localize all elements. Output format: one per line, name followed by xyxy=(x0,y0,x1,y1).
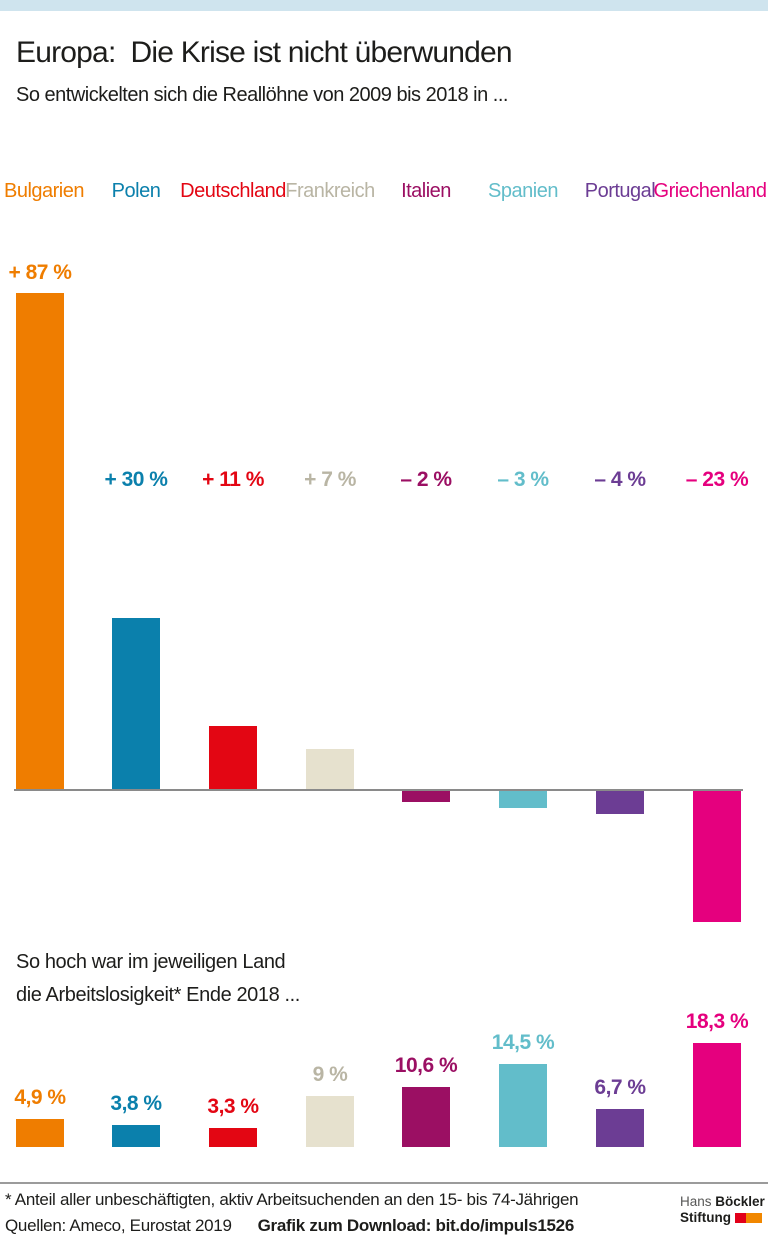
country-label-bulgarien: Bulgarien xyxy=(3,180,85,202)
logo-line1: Hans Böckler xyxy=(680,1194,765,1210)
country-label-portugal: Portugal xyxy=(584,180,656,202)
logo-red-square-icon xyxy=(734,1213,746,1224)
unemployment-value-portugal: 6,7 % xyxy=(594,1076,646,1099)
hans-boeckler-stiftung-logo: Hans Böckler Stiftung xyxy=(680,1194,765,1226)
wage-bar-frankreich xyxy=(306,749,354,789)
country-label-frankreich: Frankreich xyxy=(285,180,375,202)
unemployment-value-frankreich: 9 % xyxy=(312,1063,348,1086)
unemployment-bar-frankreich xyxy=(306,1096,354,1147)
wage-value-bulgarien: + 87 % xyxy=(8,261,72,284)
wage-bar-spanien xyxy=(499,791,547,808)
wage-bar-polen xyxy=(112,618,160,789)
logo-boeckler: Böckler xyxy=(715,1194,765,1209)
country-label-spanien: Spanien xyxy=(488,180,558,202)
unemployment-title-line1: So hoch war im jeweiligen Land xyxy=(16,951,286,973)
logo-line2: Stiftung xyxy=(680,1210,765,1226)
sources-text: Quellen: Ameco, Eurostat 2019 xyxy=(5,1216,232,1235)
wage-bar-italien xyxy=(402,791,450,802)
download-link-text: Grafik zum Download: bit.do/impuls1526 xyxy=(257,1216,575,1235)
page-title: Europa: Die Krise ist nicht überwunden xyxy=(16,36,513,69)
footnote: * Anteil aller unbeschäftigten, aktiv Ar… xyxy=(5,1190,579,1209)
wage-value-frankreich: + 7 % xyxy=(304,468,356,491)
wage-value-deutschland: + 11 % xyxy=(202,468,264,491)
wage-value-spanien: – 3 % xyxy=(497,468,549,491)
country-label-griechenland: Griechenland xyxy=(653,180,767,202)
unemployment-value-polen: 3,8 % xyxy=(110,1092,162,1115)
unemployment-section-title: So hoch war im jeweiligen Land die Arbei… xyxy=(16,946,300,1012)
top-accent-strip xyxy=(0,0,768,11)
footer-divider xyxy=(0,1182,768,1184)
logo-stiftung: Stiftung xyxy=(680,1210,731,1226)
wage-value-polen: + 30 % xyxy=(104,468,168,491)
unemployment-bar-portugal xyxy=(596,1109,644,1147)
unemployment-value-spanien: 14,5 % xyxy=(491,1031,555,1054)
wage-bar-deutschland xyxy=(209,726,257,789)
unemployment-value-griechenland: 18,3 % xyxy=(685,1010,749,1033)
page-subtitle: So entwickelten sich die Reallöhne von 2… xyxy=(16,84,508,106)
zero-baseline xyxy=(14,789,743,791)
wage-value-griechenland: – 23 % xyxy=(685,468,749,491)
wage-bar-griechenland xyxy=(693,791,741,922)
country-label-polen: Polen xyxy=(111,180,161,202)
source-row: Quellen: Ameco, Eurostat 2019 Grafik zum… xyxy=(5,1216,574,1236)
country-label-deutschland: Deutschland xyxy=(180,180,286,202)
logo-hans: Hans xyxy=(680,1194,712,1209)
unemployment-bar-spanien xyxy=(499,1064,547,1147)
unemployment-title-line2: die Arbeitslosigkeit* Ende 2018 ... xyxy=(16,984,300,1006)
wage-value-italien: – 2 % xyxy=(400,468,452,491)
unemployment-bar-bulgarien xyxy=(16,1119,64,1147)
unemployment-value-deutschland: 3,3 % xyxy=(207,1095,259,1118)
unemployment-value-bulgarien: 4,9 % xyxy=(14,1086,66,1109)
unemployment-bar-italien xyxy=(402,1087,450,1147)
country-label-italien: Italien xyxy=(401,180,451,202)
wage-bar-bulgarien xyxy=(16,293,64,789)
logo-orange-square-icon xyxy=(745,1213,762,1224)
unemployment-bar-griechenland xyxy=(693,1043,741,1147)
wage-bar-portugal xyxy=(596,791,644,814)
unemployment-bar-deutschland xyxy=(209,1128,257,1147)
wage-value-portugal: – 4 % xyxy=(594,468,646,491)
unemployment-value-italien: 10,6 % xyxy=(394,1054,458,1077)
unemployment-bar-polen xyxy=(112,1125,160,1147)
